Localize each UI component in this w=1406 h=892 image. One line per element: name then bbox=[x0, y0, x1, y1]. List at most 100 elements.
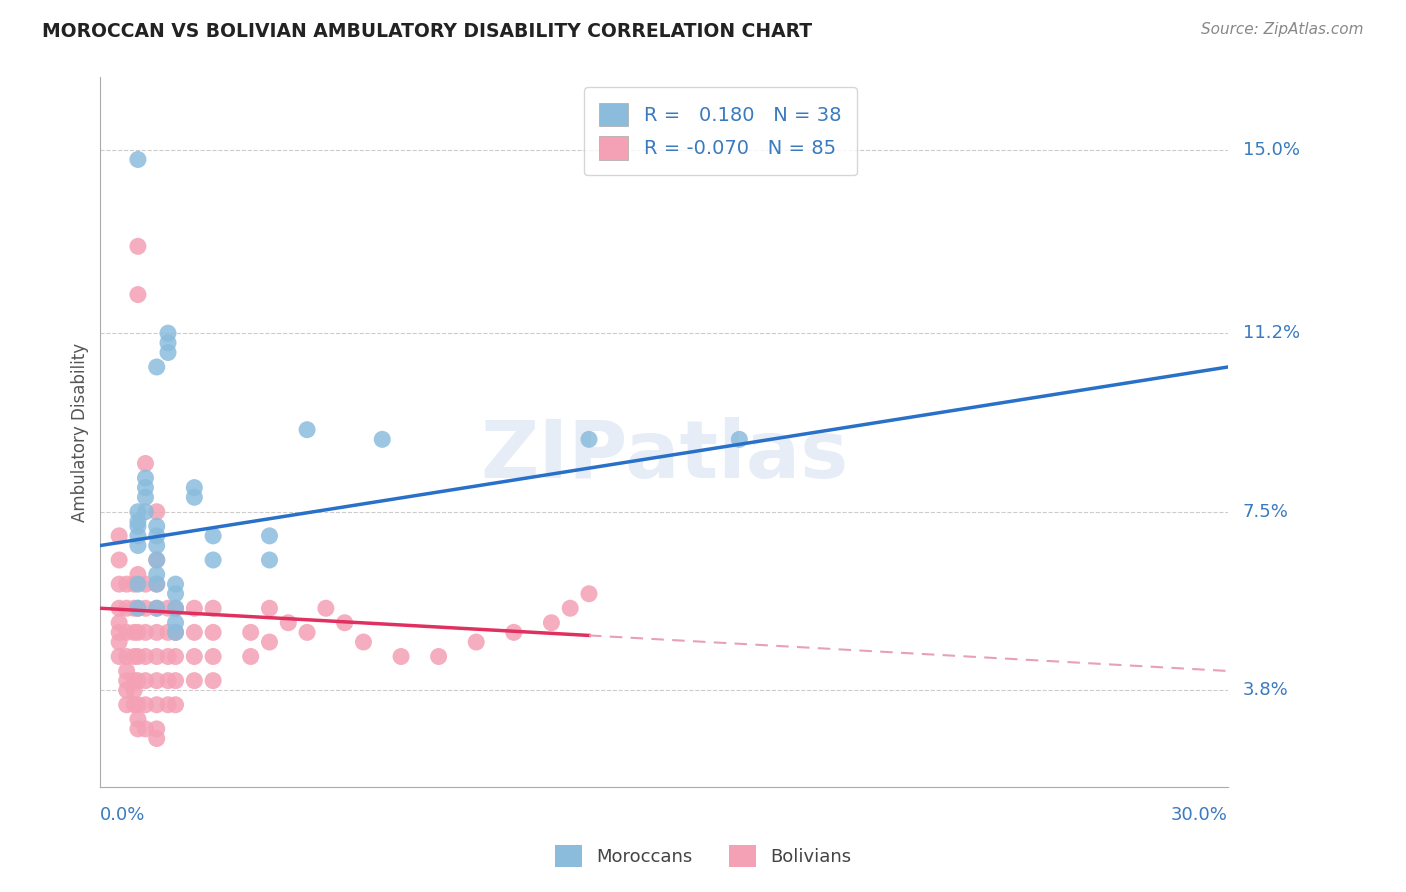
Point bbox=[122, 649, 145, 664]
Point bbox=[333, 615, 356, 630]
Text: 11.2%: 11.2% bbox=[1243, 324, 1301, 343]
Point bbox=[295, 423, 318, 437]
Point bbox=[122, 577, 145, 591]
Text: Source: ZipAtlas.com: Source: ZipAtlas.com bbox=[1201, 22, 1364, 37]
Point bbox=[239, 625, 262, 640]
Point bbox=[165, 625, 187, 640]
Point bbox=[127, 601, 149, 615]
Point bbox=[145, 359, 167, 374]
Point bbox=[315, 601, 337, 615]
Point bbox=[127, 239, 149, 253]
Point bbox=[134, 471, 156, 485]
Point bbox=[134, 649, 156, 664]
Point bbox=[183, 625, 205, 640]
Point bbox=[127, 505, 149, 519]
Point bbox=[165, 601, 187, 615]
Point bbox=[115, 673, 138, 688]
Point bbox=[134, 481, 156, 495]
Point bbox=[202, 673, 225, 688]
Point bbox=[165, 673, 187, 688]
Point bbox=[353, 635, 375, 649]
Point bbox=[145, 577, 167, 591]
Point bbox=[277, 615, 299, 630]
Point bbox=[108, 553, 131, 567]
Point bbox=[122, 698, 145, 712]
Point bbox=[115, 664, 138, 678]
Point bbox=[108, 529, 131, 543]
Point bbox=[134, 457, 156, 471]
Point bbox=[156, 335, 179, 350]
Point bbox=[465, 635, 488, 649]
Text: 7.5%: 7.5% bbox=[1243, 503, 1289, 521]
Point bbox=[108, 601, 131, 615]
Point bbox=[540, 615, 562, 630]
Point bbox=[108, 615, 131, 630]
Point bbox=[145, 673, 167, 688]
Point bbox=[165, 698, 187, 712]
Point bbox=[259, 635, 281, 649]
Point bbox=[427, 649, 450, 664]
Point bbox=[259, 529, 281, 543]
Point bbox=[560, 601, 582, 615]
Point bbox=[156, 345, 179, 359]
Point bbox=[145, 731, 167, 746]
Point bbox=[145, 625, 167, 640]
Point bbox=[156, 698, 179, 712]
Point bbox=[295, 625, 318, 640]
Point bbox=[165, 625, 187, 640]
Point bbox=[145, 601, 167, 615]
Text: ZIPatlas: ZIPatlas bbox=[479, 417, 848, 495]
Legend: Moroccans, Bolivians: Moroccans, Bolivians bbox=[547, 838, 859, 874]
Point bbox=[115, 649, 138, 664]
Point bbox=[165, 615, 187, 630]
Text: 15.0%: 15.0% bbox=[1243, 141, 1301, 159]
Point bbox=[134, 490, 156, 504]
Text: 0.0%: 0.0% bbox=[100, 806, 146, 824]
Point bbox=[728, 433, 751, 447]
Point bbox=[202, 553, 225, 567]
Point bbox=[165, 649, 187, 664]
Point bbox=[145, 601, 167, 615]
Point bbox=[115, 683, 138, 698]
Point bbox=[127, 712, 149, 726]
Point bbox=[127, 649, 149, 664]
Point bbox=[156, 649, 179, 664]
Point bbox=[165, 601, 187, 615]
Point bbox=[122, 673, 145, 688]
Point bbox=[183, 673, 205, 688]
Point bbox=[145, 722, 167, 736]
Point bbox=[127, 287, 149, 301]
Point bbox=[115, 625, 138, 640]
Point bbox=[145, 529, 167, 543]
Point bbox=[134, 601, 156, 615]
Point bbox=[115, 601, 138, 615]
Point bbox=[389, 649, 412, 664]
Point bbox=[145, 553, 167, 567]
Text: 3.8%: 3.8% bbox=[1243, 681, 1289, 699]
Point bbox=[134, 625, 156, 640]
Point bbox=[371, 433, 394, 447]
Point bbox=[115, 577, 138, 591]
Point bbox=[127, 722, 149, 736]
Point bbox=[122, 683, 145, 698]
Point bbox=[145, 649, 167, 664]
Point bbox=[127, 625, 149, 640]
Point bbox=[183, 649, 205, 664]
Point bbox=[108, 625, 131, 640]
Point bbox=[127, 153, 149, 167]
Point bbox=[134, 722, 156, 736]
Point bbox=[578, 587, 600, 601]
Point bbox=[578, 433, 600, 447]
Point bbox=[127, 529, 149, 543]
Point bbox=[183, 601, 205, 615]
Point bbox=[134, 505, 156, 519]
Legend: R =   0.180   N = 38, R = -0.070   N = 85: R = 0.180 N = 38, R = -0.070 N = 85 bbox=[583, 87, 858, 176]
Point bbox=[108, 649, 131, 664]
Point bbox=[202, 529, 225, 543]
Point bbox=[145, 698, 167, 712]
Point bbox=[502, 625, 524, 640]
Point bbox=[145, 519, 167, 533]
Point bbox=[145, 539, 167, 553]
Point bbox=[127, 577, 149, 591]
Point bbox=[145, 567, 167, 582]
